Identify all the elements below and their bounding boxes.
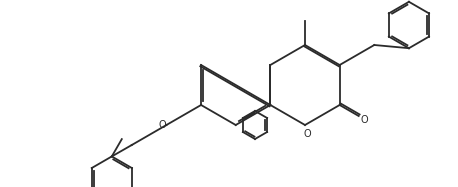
Text: O: O [303,129,311,139]
Text: O: O [361,115,369,125]
Text: O: O [158,120,166,130]
